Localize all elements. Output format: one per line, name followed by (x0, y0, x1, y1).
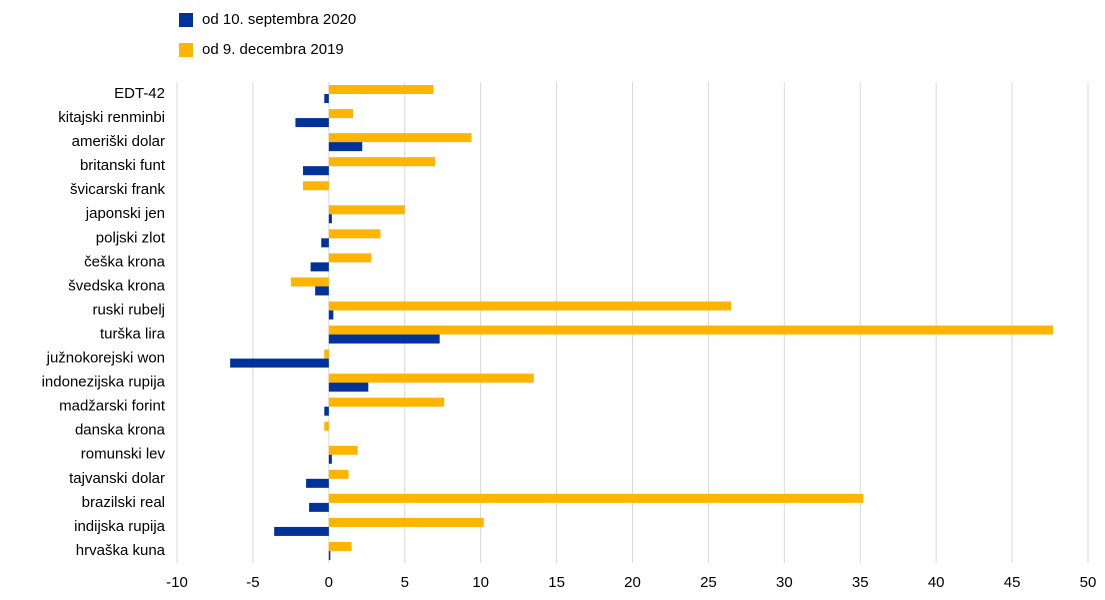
bar (324, 349, 329, 359)
x-tick-label: 50 (1080, 574, 1097, 591)
y-tick-label: britanski funt (80, 157, 166, 174)
bar (328, 214, 332, 224)
y-tick-label: turška lira (100, 325, 166, 342)
x-tick-label: 40 (928, 574, 945, 591)
x-tick-label: -10 (166, 574, 188, 591)
bar (328, 157, 436, 167)
x-tick-label: 5 (401, 574, 409, 591)
bar (328, 310, 334, 320)
legend-label: od 9. decembra 2019 (202, 41, 344, 58)
y-tick-label: romunski lev (81, 446, 166, 463)
bar (328, 493, 864, 503)
y-tick-label: hrvaška kuna (76, 542, 166, 559)
x-tick-label: 25 (700, 574, 717, 591)
y-tick-label: japonski jen (85, 205, 165, 222)
bar (230, 358, 329, 368)
y-tick-label: tajvanski dolar (69, 470, 165, 487)
bar (303, 181, 329, 191)
bar (328, 109, 354, 119)
bar (328, 550, 331, 560)
y-tick-label: ameriški dolar (72, 133, 165, 150)
bar (328, 325, 1054, 335)
bar (328, 469, 349, 479)
bar (328, 253, 372, 263)
bar (328, 301, 732, 311)
y-tick-label: indijska rupija (74, 518, 166, 535)
bar (328, 205, 405, 215)
y-tick-label: južnokorejski won (46, 350, 165, 367)
bar (328, 133, 472, 143)
x-tick-label: 20 (624, 574, 641, 591)
bar (303, 166, 329, 176)
y-tick-label: brazilski real (82, 494, 165, 511)
y-tick-label: švicarski frank (70, 181, 166, 198)
bar (295, 118, 329, 128)
y-tick-label: madžarski forint (59, 398, 166, 415)
y-tick-label: poljski zlot (96, 229, 166, 246)
x-tick-label: -5 (246, 574, 259, 591)
x-tick-label: 10 (472, 574, 489, 591)
x-tick-label: 35 (852, 574, 869, 591)
y-tick-label: EDT-42 (114, 85, 165, 102)
bar (328, 142, 363, 152)
y-tick-label: švedska krona (68, 277, 165, 294)
legend-swatch (179, 13, 193, 27)
bar (309, 502, 329, 512)
x-tick-label: 0 (325, 574, 333, 591)
bar (274, 526, 329, 536)
y-tick-label: kitajski renminbi (58, 109, 165, 126)
bar (324, 406, 329, 416)
y-tick-label: ruski rubelj (92, 301, 165, 318)
x-tick-label: 15 (548, 574, 565, 591)
bar (328, 397, 445, 407)
bar (324, 421, 329, 431)
bar (328, 382, 369, 392)
bar (310, 262, 329, 272)
bar (328, 334, 440, 344)
y-tick-label: indonezijska rupija (42, 374, 166, 391)
bar (321, 238, 329, 248)
x-tick-label: 30 (776, 574, 793, 591)
bar (328, 454, 332, 464)
bar (328, 517, 484, 527)
legend-swatch (179, 43, 193, 57)
bar (328, 85, 434, 95)
bar (315, 286, 329, 296)
bar (306, 478, 329, 488)
legend-label: od 10. septembra 2020 (202, 11, 356, 28)
y-tick-label: danska krona (75, 422, 166, 439)
bar (328, 445, 358, 455)
bar (328, 229, 381, 239)
y-tick-label: češka krona (84, 253, 166, 270)
bar (290, 277, 329, 287)
x-tick-label: 45 (1004, 574, 1021, 591)
bar (328, 541, 352, 551)
bar (328, 373, 534, 383)
bar (324, 94, 329, 104)
